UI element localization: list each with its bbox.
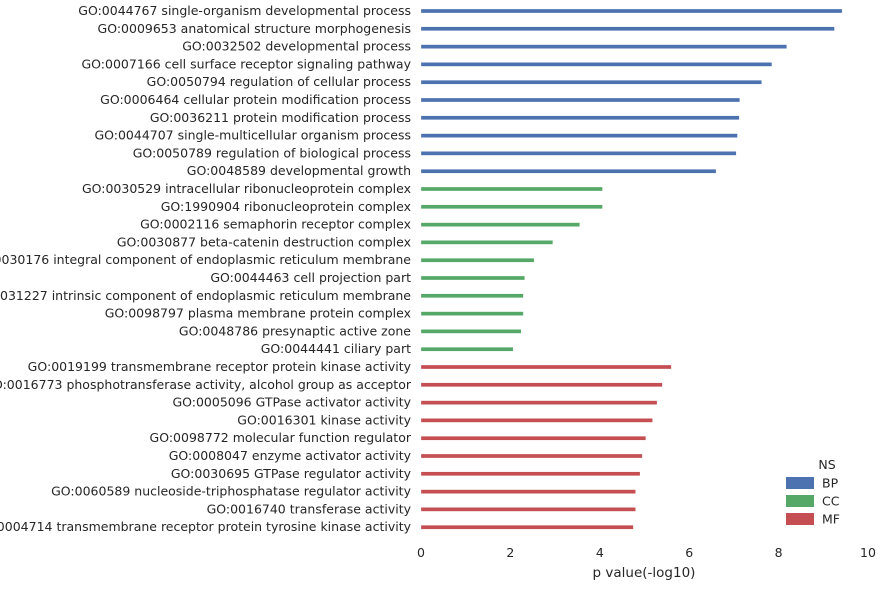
- category-label-16: GO:0044463 cell projection part: [210, 270, 411, 285]
- category-label-2: GO:0009653 anatomical structure morphoge…: [98, 21, 411, 36]
- category-label-9: GO:0050789 regulation of biological proc…: [133, 145, 411, 160]
- bar-4: [420, 62, 773, 67]
- category-label-10: GO:0048589 developmental growth: [187, 163, 411, 178]
- bar-15: [420, 258, 535, 263]
- bar-24: [420, 418, 653, 423]
- bar-22: [420, 382, 663, 387]
- category-label-25: GO:0098772 molecular function regulator: [150, 430, 412, 445]
- bar-20: [420, 347, 514, 352]
- x-tick-label-6: 6: [685, 545, 693, 560]
- bar-26: [420, 453, 643, 459]
- bar-30: [420, 525, 634, 530]
- category-label-21: GO:0019199 transmembrane receptor protei…: [28, 359, 412, 374]
- bar-25: [420, 436, 646, 441]
- bar-27: [420, 471, 641, 476]
- bar-3: [420, 44, 787, 49]
- legend-label-bp: BP: [822, 476, 839, 491]
- category-label-17: GO:0031227 intrinsic component of endopl…: [0, 288, 411, 303]
- category-label-29: GO:0016740 transferase activity: [207, 501, 412, 516]
- bar-16: [420, 275, 525, 281]
- category-label-7: GO:0036211 protein modification process: [150, 110, 411, 125]
- bar-29: [420, 507, 636, 512]
- category-label-24: GO:0016301 kinase activity: [237, 412, 411, 427]
- x-tick-label-4: 4: [596, 545, 604, 560]
- category-label-22: GO:0016773 phosphotransferase activity, …: [0, 377, 412, 392]
- category-label-4: GO:0007166 cell surface receptor signali…: [81, 56, 411, 71]
- legend-swatch-mf: [786, 513, 814, 525]
- bar-8: [420, 133, 738, 138]
- bar-1: [420, 8, 843, 14]
- bar-19: [420, 329, 522, 334]
- bar-13: [420, 222, 580, 227]
- category-label-11: GO:0030529 intracellular ribonucleoprote…: [82, 181, 411, 196]
- bar-11: [420, 186, 603, 192]
- category-labels: GO:0044767 single-organism developmental…: [0, 3, 412, 534]
- bar-6: [420, 97, 740, 103]
- bar-9: [420, 151, 737, 156]
- bar-21: [420, 364, 672, 370]
- legend-label-cc: CC: [822, 494, 840, 509]
- x-tick-label-2: 2: [506, 545, 514, 560]
- bar-14: [420, 240, 554, 245]
- category-label-5: GO:0050794 regulation of cellular proces…: [147, 74, 411, 89]
- x-tick-label-8: 8: [775, 545, 783, 560]
- category-label-14: GO:0030877 beta-catenin destruction comp…: [117, 234, 411, 249]
- category-label-3: GO:0032502 developmental process: [182, 39, 411, 54]
- category-label-12: GO:1990904 ribonucleoprotein complex: [161, 199, 411, 214]
- category-label-13: GO:0002116 semaphorin receptor complex: [140, 217, 411, 232]
- bar-17: [420, 293, 524, 298]
- x-tick-label-0: 0: [417, 545, 425, 560]
- bars-layer: [420, 8, 843, 530]
- category-label-26: GO:0008047 enzyme activator activity: [169, 448, 412, 463]
- category-label-18: GO:0098797 plasma membrane protein compl…: [105, 306, 411, 321]
- bar-12: [420, 204, 603, 209]
- category-label-8: GO:0044707 single-multicellular organism…: [94, 128, 411, 143]
- bar-18: [420, 311, 524, 316]
- category-label-6: GO:0006464 cellular protein modification…: [100, 92, 411, 107]
- legend-swatch-bp: [786, 477, 814, 489]
- category-label-19: GO:0048786 presynaptic active zone: [179, 323, 411, 338]
- x-axis-ticks: 0 2 4 6 8 10: [417, 545, 876, 560]
- category-label-28: GO:0060589 nucleoside-triphosphatase reg…: [51, 484, 411, 499]
- x-axis-label: p value(-log10): [593, 565, 696, 581]
- bar-10: [420, 169, 717, 174]
- bar-5: [420, 80, 762, 85]
- x-tick-label-10: 10: [860, 545, 876, 560]
- category-label-20: GO:0044441 ciliary part: [261, 341, 411, 356]
- category-label-23: GO:0005096 GTPase activator activity: [172, 395, 411, 410]
- legend-label-mf: MF: [822, 512, 840, 527]
- legend: NS BP CC MF: [786, 457, 840, 527]
- legend-swatch-cc: [786, 495, 814, 507]
- bar-23: [420, 400, 658, 405]
- category-label-27: GO:0030695 GTPase regulator activity: [171, 466, 412, 481]
- category-label-30: GO:0004714 transmembrane receptor protei…: [0, 519, 412, 534]
- legend-title: NS: [818, 457, 835, 472]
- bar-2: [420, 26, 835, 31]
- category-label-1: GO:0044767 single-organism developmental…: [78, 3, 411, 18]
- category-label-15: GO:0030176 integral component of endopla…: [0, 252, 411, 267]
- bar-28: [420, 489, 636, 494]
- bar-7: [420, 115, 740, 120]
